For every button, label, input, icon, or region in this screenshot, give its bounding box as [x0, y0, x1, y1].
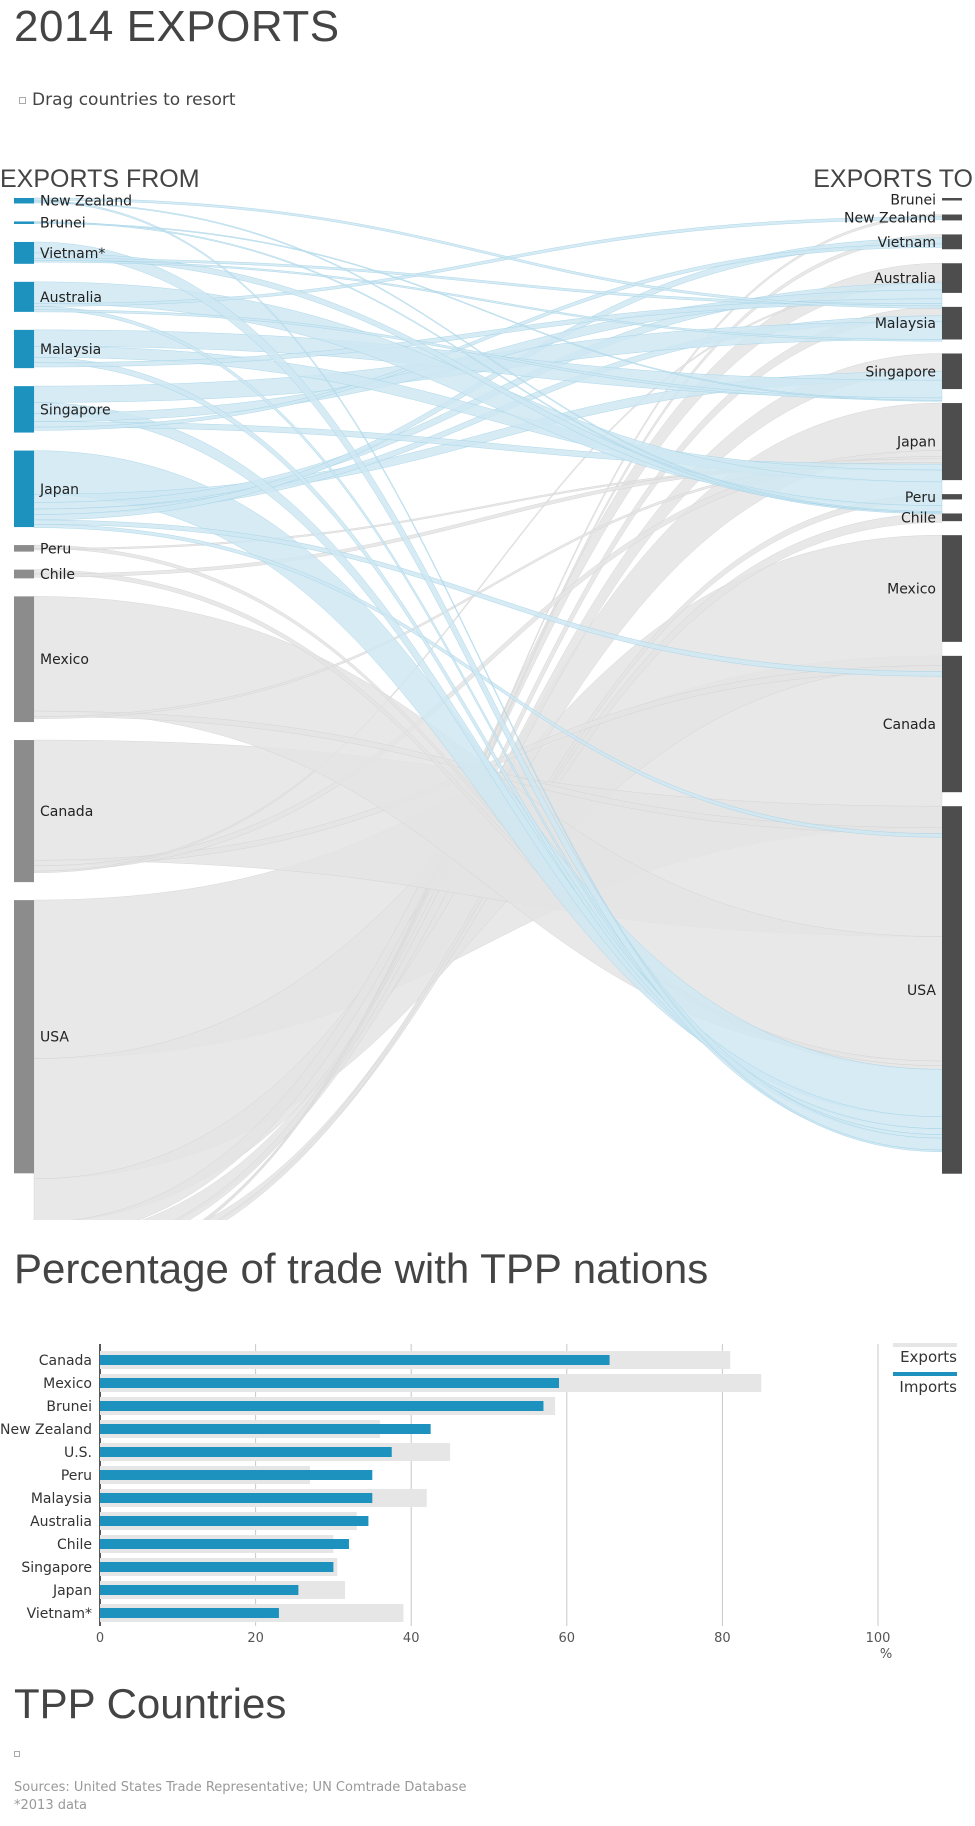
- target-node-peru[interactable]: [942, 494, 962, 500]
- category-label-chile: Chile: [57, 1537, 92, 1553]
- hint-icon: [19, 96, 26, 104]
- section-title: TPP Countries: [14, 1680, 287, 1727]
- target-label-peru[interactable]: Peru: [905, 490, 936, 506]
- footnote: *2013 data: [14, 1798, 87, 1813]
- source-node-australia[interactable]: [14, 281, 34, 312]
- source-label-brunei[interactable]: Brunei: [40, 216, 86, 232]
- source-label-peru[interactable]: Peru: [40, 541, 71, 557]
- category-label-mexico: Mexico: [43, 1376, 92, 1392]
- source-label-vietnam[interactable]: Vietnam*: [40, 246, 105, 262]
- target-label-new-zealand[interactable]: New Zealand: [844, 210, 936, 226]
- x-axis-label: %: [880, 1647, 892, 1662]
- bar-imports-malaysia: [100, 1493, 373, 1503]
- legend-imports-label: Imports: [899, 1378, 957, 1396]
- bar-imports-australia: [100, 1516, 369, 1526]
- target-label-chile[interactable]: Chile: [901, 510, 936, 526]
- x-tick-80: 80: [714, 1631, 731, 1646]
- source-label-new-zealand[interactable]: New Zealand: [40, 194, 132, 210]
- source-label-japan[interactable]: Japan: [39, 482, 79, 498]
- sources-note: Sources: United States Trade Representat…: [14, 1780, 467, 1795]
- bar-chart-title: Percentage of trade with TPP nations: [14, 1245, 709, 1292]
- bar-imports-canada: [100, 1355, 610, 1365]
- flow-vietnam-to-malaysia: [33, 260, 943, 342]
- exports-to-header: EXPORTS TO: [813, 165, 973, 193]
- category-label-japan: Japan: [52, 1583, 92, 1599]
- category-label-singapore: Singapore: [21, 1560, 92, 1576]
- target-label-malaysia[interactable]: Malaysia: [875, 316, 936, 332]
- category-label-u-s: U.S.: [64, 1445, 92, 1461]
- x-tick-20: 20: [247, 1631, 264, 1646]
- bar-imports-singapore: [100, 1562, 334, 1572]
- target-node-mexico[interactable]: [942, 535, 962, 642]
- category-label-canada: Canada: [39, 1353, 92, 1369]
- source-node-mexico[interactable]: [14, 596, 34, 723]
- bar-imports-chile: [100, 1539, 349, 1549]
- category-label-new-zealand: New Zealand: [0, 1422, 92, 1438]
- category-label-australia: Australia: [30, 1514, 92, 1530]
- legend-exports-label: Exports: [900, 1348, 957, 1366]
- source-node-chile[interactable]: [14, 569, 34, 579]
- bar-imports-brunei: [100, 1401, 544, 1411]
- flow-brunei-to-singapore: [33, 222, 943, 402]
- target-node-new-zealand[interactable]: [942, 214, 962, 221]
- target-node-singapore[interactable]: [942, 353, 962, 390]
- bar-chart: 0 20 40 60 80 100% Canada Mexico Brunei New Zeala…: [0, 1343, 957, 1662]
- category-label-peru: Peru: [61, 1468, 92, 1484]
- target-node-australia[interactable]: [942, 263, 962, 293]
- source-node-canada[interactable]: [14, 740, 34, 883]
- source-node-singapore[interactable]: [14, 386, 34, 433]
- x-tick-40: 40: [403, 1631, 420, 1646]
- exports-from-header: EXPORTS FROM: [0, 165, 200, 193]
- target-label-vietnam[interactable]: Vietnam: [878, 235, 936, 251]
- target-node-japan[interactable]: [942, 403, 962, 481]
- target-node-malaysia[interactable]: [942, 306, 962, 340]
- bar-imports-vietnam: [100, 1608, 279, 1618]
- target-label-brunei[interactable]: Brunei: [890, 192, 936, 208]
- target-node-chile[interactable]: [942, 513, 962, 522]
- category-label-vietnam: Vietnam*: [27, 1606, 92, 1622]
- source-node-vietnam[interactable]: [14, 241, 34, 264]
- drag-hint: Drag countries to resort: [19, 90, 236, 110]
- target-label-japan[interactable]: Japan: [896, 435, 936, 451]
- target-node-canada[interactable]: [942, 655, 962, 793]
- x-tick-60: 60: [559, 1631, 576, 1646]
- x-tick-100: 100: [866, 1631, 891, 1646]
- source-label-singapore[interactable]: Singapore: [40, 402, 111, 418]
- source-node-brunei[interactable]: [14, 221, 34, 224]
- target-node-brunei[interactable]: [942, 198, 962, 201]
- target-label-mexico[interactable]: Mexico: [887, 582, 936, 598]
- category-label-brunei: Brunei: [46, 1399, 92, 1415]
- bar-imports-new-zealand: [100, 1424, 431, 1434]
- source-node-japan[interactable]: [14, 450, 34, 528]
- source-label-australia[interactable]: Australia: [40, 290, 102, 306]
- bar-imports-u-s: [100, 1447, 392, 1457]
- bar-imports-japan: [100, 1585, 299, 1595]
- target-node-vietnam[interactable]: [942, 234, 962, 250]
- target-label-usa[interactable]: USA: [907, 983, 936, 999]
- source-label-mexico[interactable]: Mexico: [40, 652, 89, 668]
- hint-text: Drag countries to resort: [32, 90, 236, 110]
- source-node-malaysia[interactable]: [14, 329, 34, 369]
- source-node-usa[interactable]: [14, 900, 34, 1174]
- source-node-peru[interactable]: [14, 545, 34, 552]
- bar-imports-mexico: [100, 1378, 560, 1388]
- source-label-malaysia[interactable]: Malaysia: [40, 342, 101, 358]
- target-label-canada[interactable]: Canada: [883, 717, 936, 733]
- target-node-usa[interactable]: [942, 806, 962, 1174]
- target-label-singapore[interactable]: Singapore: [865, 364, 936, 380]
- placeholder-icon: [14, 1751, 20, 1757]
- bar-imports-peru: [100, 1470, 373, 1480]
- source-label-canada[interactable]: Canada: [40, 804, 93, 820]
- target-label-australia[interactable]: Australia: [874, 271, 936, 287]
- source-node-new-zealand[interactable]: [14, 198, 34, 204]
- source-label-chile[interactable]: Chile: [40, 567, 75, 583]
- x-tick-0: 0: [96, 1631, 104, 1646]
- page-title: 2014 EXPORTS: [14, 2, 340, 51]
- sankey-chart: New Zealand Brunei Vietnam* Australia Malays…: [14, 192, 962, 1220]
- category-label-malaysia: Malaysia: [31, 1491, 92, 1507]
- source-label-usa[interactable]: USA: [40, 1030, 69, 1046]
